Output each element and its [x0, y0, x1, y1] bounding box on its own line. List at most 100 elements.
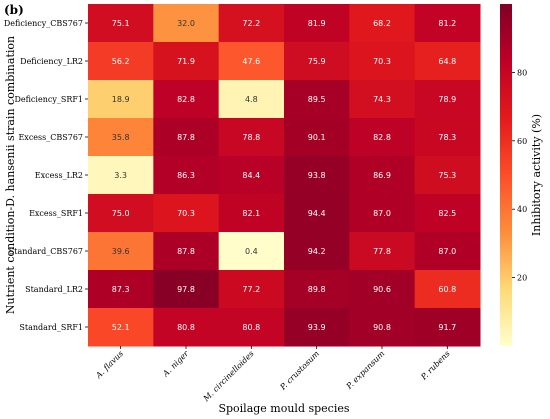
heatmap-cell [88, 118, 154, 157]
cell-value-label: 47.6 [242, 57, 260, 66]
cell-value-label: 78.3 [438, 133, 456, 142]
colorbar-tick-label: 20 [517, 274, 527, 283]
x-tick-label: M. circinelloides [201, 349, 256, 404]
x-tick-label: A. niger [161, 348, 192, 379]
cell-value-label: 89.8 [308, 285, 326, 294]
heatmap-cell [218, 270, 285, 309]
heatmap-cell [88, 308, 154, 347]
y-tick-label: Excess_LR2 [35, 171, 83, 180]
cell-value-label: 0.4 [245, 247, 258, 256]
heatmap-cell [88, 194, 154, 233]
heatmap-cell [88, 80, 154, 119]
column-labels: A. flavus A. niger M. circinelloides P. cru… [93, 346, 452, 404]
cell-value-label: 84.4 [242, 171, 260, 180]
colorbar-tick-label: 60 [517, 137, 527, 146]
heatmap-cell [349, 308, 416, 347]
colorbar [500, 4, 512, 346]
heatmap-cell [349, 118, 416, 157]
cell-value-label: 80.8 [242, 323, 260, 332]
heatmap-cell [153, 270, 220, 309]
cell-value-label: 75.9 [308, 57, 326, 66]
heatmap-cell [88, 156, 154, 195]
colorbar-label: Inhibitory activity (%) [530, 114, 543, 236]
heatmap-cell [349, 194, 416, 233]
heatmap-cell [284, 232, 350, 271]
cell-value-label: 87.8 [177, 133, 195, 142]
x-tick-label: P. expansum [344, 349, 387, 392]
heatmap-cell [349, 270, 416, 309]
cell-value-label: 97.8 [177, 285, 195, 294]
heatmap-cell [218, 194, 285, 233]
colorbar-tick-label: 80 [517, 68, 527, 77]
heatmap-cell [414, 308, 481, 347]
cell-value-label: 39.6 [112, 247, 130, 256]
x-tick-label: P. rubens [419, 349, 452, 382]
x-tick-label: P. crustosum [278, 349, 322, 393]
y-tick-label: Deficiency_SRF1 [14, 95, 83, 104]
cell-value-label: 72.2 [242, 19, 260, 28]
cell-value-label: 87.8 [177, 247, 195, 256]
heatmap-cell [153, 118, 220, 157]
cell-value-label: 70.3 [177, 209, 195, 218]
cell-value-label: 90.8 [373, 323, 391, 332]
panel-label: (b) [4, 3, 24, 17]
heatmap-cell [153, 156, 220, 195]
heatmap-cell [88, 270, 154, 309]
cell-value-label: 89.5 [308, 95, 326, 104]
x-tick-label: A. flavus [93, 349, 125, 381]
colorbar-tick-label: 40 [517, 205, 527, 214]
heatmap-cell [218, 308, 285, 347]
cell-value-label: 74.3 [373, 95, 391, 104]
heatmap-cell [88, 232, 154, 271]
cell-value-label: 77.2 [242, 285, 260, 294]
heatmap-cell [284, 270, 350, 309]
cell-value-label: 71.9 [177, 57, 195, 66]
cell-value-label: 60.8 [438, 285, 456, 294]
y-tick-label: Standard_CBS767 [9, 247, 83, 256]
y-axis-label: Nutrient condition-D. hansenii strain co… [4, 36, 17, 314]
cell-value-label: 93.9 [308, 323, 326, 332]
cell-value-label: 32.0 [177, 19, 195, 28]
heatmap-cell [284, 118, 350, 157]
heatmap-cell [153, 80, 220, 119]
heatmap-cell [349, 232, 416, 271]
y-tick-label: Standard_LR2 [25, 285, 83, 294]
heatmap-cell [218, 80, 285, 119]
heatmap-cell [88, 4, 154, 43]
x-axis-label: Spoilage mould species [218, 402, 349, 415]
heatmap-cell [284, 80, 350, 119]
heatmap-cell [414, 42, 481, 81]
cell-value-label: 87.0 [373, 209, 391, 218]
cell-value-label: 82.8 [177, 95, 195, 104]
heatmap-cell [349, 42, 416, 81]
heatmap-cell [153, 42, 220, 81]
colorbar-ticks: 20 40 60 80 [512, 68, 527, 283]
cell-value-label: 70.3 [373, 57, 391, 66]
cell-value-label: 87.0 [438, 247, 456, 256]
heatmap-cell [153, 232, 220, 271]
heatmap-cell [414, 194, 481, 233]
heatmap-cell [284, 308, 350, 347]
y-tick-label: Excess_SRF1 [29, 209, 83, 218]
heatmap-cell [414, 118, 481, 157]
heatmap-cells: 75.1 32.0 72.2 81.9 68.2 81.2 56.2 71.9 47.6 75.9… [88, 4, 481, 347]
heatmap-cell [153, 194, 220, 233]
heatmap-cell [414, 270, 481, 309]
cell-value-label: 94.4 [308, 209, 326, 218]
y-tick-label: Standard_SRF1 [19, 323, 83, 332]
heatmap-cell [284, 156, 350, 195]
heatmap-cell [218, 4, 285, 43]
heatmap-cell [218, 156, 285, 195]
heatmap-cell [218, 118, 285, 157]
cell-value-label: 86.3 [177, 171, 195, 180]
heatmap-cell [284, 42, 350, 81]
y-tick-label: Excess_CBS767 [18, 133, 83, 142]
cell-value-label: 18.9 [112, 95, 130, 104]
cell-value-label: 82.1 [242, 209, 260, 218]
cell-value-label: 78.9 [438, 95, 456, 104]
heatmap-cell [218, 232, 285, 271]
cell-value-label: 81.2 [438, 19, 456, 28]
cell-value-label: 91.7 [438, 323, 456, 332]
cell-value-label: 94.2 [308, 247, 326, 256]
